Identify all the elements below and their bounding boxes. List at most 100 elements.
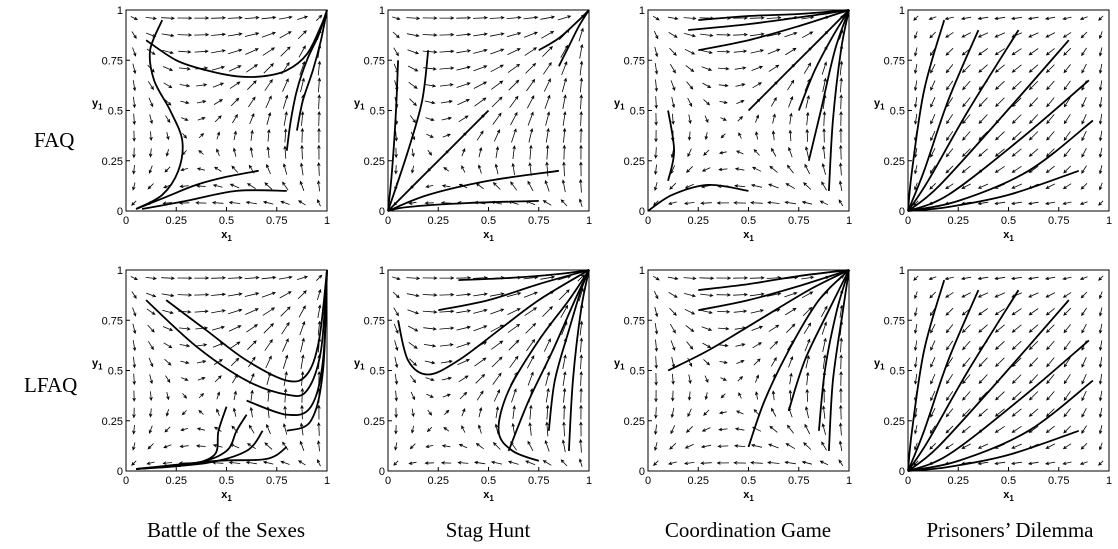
direction-arrow — [422, 293, 438, 297]
direction-arrow — [671, 373, 675, 385]
direction-arrow — [1098, 275, 1104, 281]
direction-arrow — [687, 391, 692, 401]
trajectory-line — [136, 446, 288, 470]
direction-arrow — [994, 16, 1006, 21]
direction-arrow — [197, 376, 206, 381]
direction-arrow — [839, 354, 843, 370]
direction-arrow — [1063, 374, 1071, 385]
direction-arrow — [930, 113, 936, 125]
direction-arrow — [250, 129, 254, 141]
direction-arrow — [232, 147, 237, 157]
direction-arrow — [1046, 391, 1055, 401]
direction-arrow — [914, 442, 918, 451]
y-axis-label: y1 — [874, 358, 885, 372]
trajectory-line — [558, 9, 590, 67]
direction-arrow — [392, 276, 401, 281]
trajectory-line — [387, 50, 430, 212]
direction-arrow — [804, 163, 811, 175]
direction-arrow — [1028, 374, 1039, 384]
direction-arrow — [162, 49, 174, 55]
direction-arrow — [525, 62, 537, 74]
direction-arrow — [654, 63, 659, 75]
direction-arrow — [994, 276, 1006, 281]
x-tick-label: 0 — [905, 215, 911, 227]
direction-arrow — [978, 324, 988, 333]
direction-arrow — [734, 427, 745, 431]
direction-arrow — [945, 292, 954, 298]
trajectory-line — [807, 9, 850, 162]
trajectory-line — [387, 200, 539, 212]
direction-arrow — [946, 114, 954, 125]
direction-arrow — [822, 405, 826, 419]
direction-arrow — [247, 80, 257, 90]
direction-arrow — [177, 276, 193, 280]
direction-arrow — [316, 274, 323, 281]
direction-arrow — [1062, 292, 1072, 298]
direction-arrow — [1028, 114, 1039, 124]
direction-arrow — [579, 421, 583, 437]
direction-arrow — [805, 111, 810, 126]
direction-arrow — [670, 407, 675, 419]
direction-arrow — [132, 340, 137, 352]
y-tick-label: 0.25 — [102, 416, 123, 428]
direction-arrow — [263, 63, 274, 74]
direction-arrow — [440, 359, 453, 364]
direction-arrow — [164, 358, 172, 366]
direction-arrow — [716, 461, 730, 465]
direction-arrow — [1011, 443, 1022, 449]
direction-arrow — [945, 307, 954, 316]
direction-arrow — [132, 96, 137, 109]
direction-arrow — [300, 110, 305, 126]
y-tick-label: 0.5 — [890, 106, 905, 118]
direction-arrow — [1028, 324, 1039, 333]
direction-arrow — [198, 150, 204, 155]
y-tick-label: 0.75 — [624, 315, 645, 327]
direction-arrow — [279, 291, 292, 299]
x-tick-label: 0.5 — [1001, 475, 1016, 487]
direction-arrow — [196, 100, 207, 104]
direction-arrow — [579, 337, 584, 353]
direction-arrow — [132, 182, 136, 191]
direction-arrow — [733, 276, 749, 280]
trajectory-line — [136, 406, 228, 470]
direction-arrow — [801, 31, 814, 39]
x-tick-label: 0.75 — [266, 215, 287, 227]
direction-arrow — [734, 167, 745, 171]
direction-arrow — [930, 408, 936, 418]
direction-arrow — [929, 31, 936, 39]
direction-arrow — [1063, 340, 1071, 351]
direction-arrow — [1098, 200, 1104, 206]
direction-arrow — [132, 63, 137, 75]
direction-arrow — [408, 201, 417, 205]
direction-arrow — [316, 180, 321, 192]
direction-arrow — [719, 100, 728, 104]
row-label-lfaq: LFAQ — [24, 373, 78, 397]
direction-arrow — [785, 307, 797, 316]
direction-arrow — [424, 100, 436, 105]
direction-arrow — [961, 148, 971, 158]
direction-arrow — [995, 340, 1005, 351]
direction-arrow — [962, 357, 971, 368]
direction-arrow — [683, 16, 697, 21]
direction-arrow — [394, 442, 398, 451]
direction-arrow — [245, 460, 257, 465]
x-tick-label: 0.25 — [688, 215, 709, 227]
direction-arrow — [211, 32, 227, 37]
direction-arrow — [261, 31, 276, 38]
direction-arrow — [1098, 407, 1103, 419]
direction-arrow — [1063, 324, 1071, 334]
x-axis-label: x1 — [483, 489, 494, 503]
direction-arrow — [684, 443, 694, 449]
direction-arrow — [767, 48, 781, 55]
x-tick-label: 0.75 — [788, 475, 809, 487]
trajectory-line — [818, 269, 850, 431]
direction-arrow — [654, 306, 659, 318]
direction-arrow — [132, 307, 137, 317]
direction-arrow — [1081, 47, 1087, 57]
direction-arrow — [394, 130, 398, 142]
trajectory-line — [907, 169, 1080, 212]
direction-arrow — [422, 310, 438, 314]
direction-arrow — [147, 324, 155, 333]
direction-arrow — [179, 343, 191, 348]
direction-arrow — [977, 201, 989, 206]
